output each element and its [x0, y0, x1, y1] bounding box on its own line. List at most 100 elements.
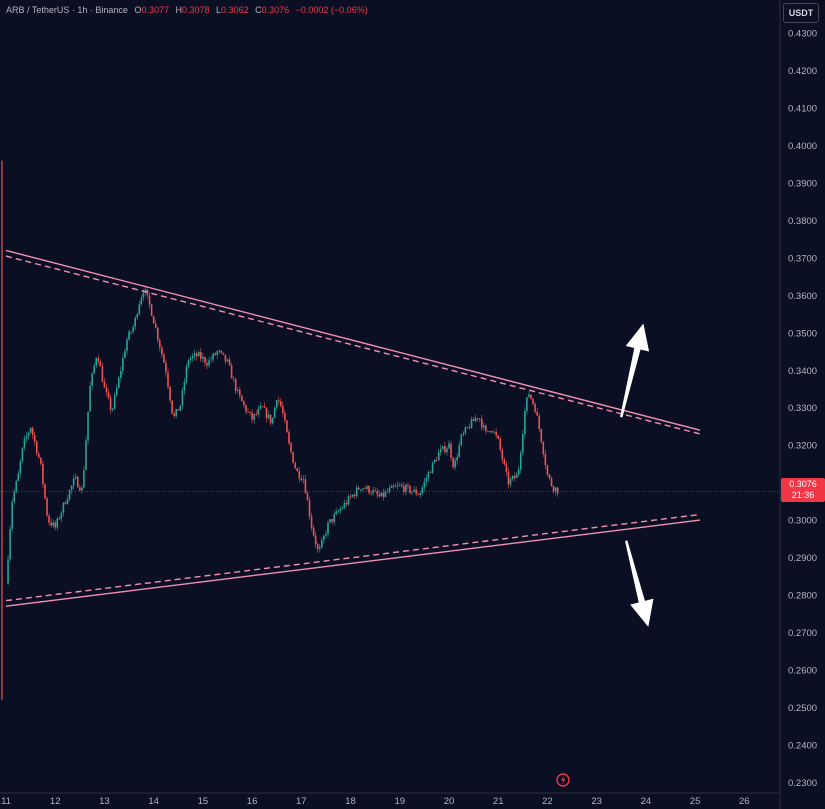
candle-body	[552, 486, 555, 492]
candle-body	[380, 492, 383, 497]
candle-body	[357, 487, 360, 490]
candle-body	[265, 407, 268, 419]
candle-body	[491, 431, 493, 433]
y-tick-label: 0.3800	[788, 216, 817, 227]
candle-body	[228, 359, 231, 366]
candle-body	[532, 398, 534, 405]
candle-body	[376, 490, 378, 495]
candle-body	[474, 418, 477, 422]
candle-body	[103, 381, 106, 388]
candle-body	[115, 388, 118, 396]
x-tick-label: 17	[296, 796, 307, 807]
candle-body	[13, 491, 16, 502]
candle-body	[351, 494, 354, 497]
candle-body	[407, 484, 409, 486]
candle-body	[159, 340, 161, 348]
candle-body	[431, 462, 434, 473]
candle-body	[548, 474, 551, 479]
candle-body	[72, 478, 75, 486]
close-value: 0.3076	[261, 5, 290, 15]
candle-body	[27, 432, 30, 437]
candle-body	[489, 431, 491, 432]
candle-body	[17, 473, 20, 481]
candle-body	[386, 491, 389, 493]
candle-body	[403, 486, 405, 492]
candle-body	[292, 452, 294, 463]
candle-body	[417, 494, 420, 496]
y-tick-label: 0.4300	[788, 29, 817, 40]
candle-body	[9, 528, 11, 560]
candle-body	[503, 459, 506, 465]
last-price-value: 0.3076	[789, 479, 817, 489]
tradingview-logo-icon[interactable]	[556, 773, 570, 787]
candle-body	[349, 496, 352, 498]
y-tick-label: 0.2400	[788, 740, 817, 751]
candle-body	[140, 297, 143, 305]
y-tick-label: 0.3900	[788, 179, 817, 190]
candle-body	[433, 459, 436, 463]
candle-body	[91, 373, 93, 386]
candle-body	[528, 394, 530, 398]
candle-body	[257, 408, 260, 415]
candle-body	[556, 487, 559, 494]
candle-body	[134, 317, 137, 327]
candle-body	[79, 487, 81, 491]
candle-body	[68, 489, 71, 500]
candle-body	[222, 352, 225, 355]
y-tick-label: 0.3700	[788, 253, 817, 264]
candle-body	[117, 377, 120, 389]
candle-body	[70, 485, 73, 490]
candle-body	[83, 469, 85, 488]
candle-body	[122, 357, 124, 372]
candle-body	[29, 427, 32, 433]
candle-body	[546, 465, 549, 475]
candle-body	[478, 418, 481, 420]
candle-body	[485, 425, 487, 432]
x-tick-label: 24	[641, 796, 652, 807]
currency-button[interactable]: USDT	[783, 3, 819, 23]
candle-body	[310, 516, 313, 528]
high-key: H	[175, 5, 182, 15]
candle-body	[339, 509, 342, 512]
x-tick-label: 20	[444, 796, 455, 807]
candle-body	[493, 431, 495, 433]
candle-body	[148, 295, 151, 305]
candle-body	[25, 436, 28, 439]
candle-body	[58, 518, 61, 520]
candle-body	[95, 358, 98, 366]
candle-body	[11, 501, 13, 529]
candle-body	[288, 432, 290, 444]
y-tick-label: 0.3000	[788, 516, 817, 527]
candle-body	[76, 476, 79, 488]
breakout-up-arrow	[620, 323, 650, 418]
candle-body	[517, 469, 520, 475]
candle-body	[429, 472, 432, 473]
y-tick-label: 0.3600	[788, 291, 817, 302]
candle-body	[462, 432, 465, 435]
candle-body	[206, 363, 208, 366]
x-tick-label: 12	[50, 796, 61, 807]
candle-body	[464, 427, 467, 433]
candle-body	[126, 339, 128, 352]
candle-body	[519, 452, 522, 470]
candle-body	[538, 415, 541, 430]
candle-body	[200, 352, 202, 359]
candle-body	[442, 446, 444, 449]
candle-body	[530, 394, 532, 399]
candle-body	[323, 535, 325, 540]
candle-body	[421, 487, 424, 494]
y-tick-label: 0.2700	[788, 628, 817, 639]
candle-body	[124, 351, 126, 358]
candle-body	[300, 478, 303, 481]
candle-body	[413, 489, 415, 492]
candle-body	[362, 488, 364, 490]
x-tick-label: 26	[739, 796, 750, 807]
candle-body	[308, 500, 311, 517]
candle-body	[398, 484, 401, 486]
candle-body	[542, 441, 545, 454]
candle-body	[81, 487, 83, 491]
candle-body	[191, 355, 194, 359]
candle-body	[534, 404, 536, 412]
